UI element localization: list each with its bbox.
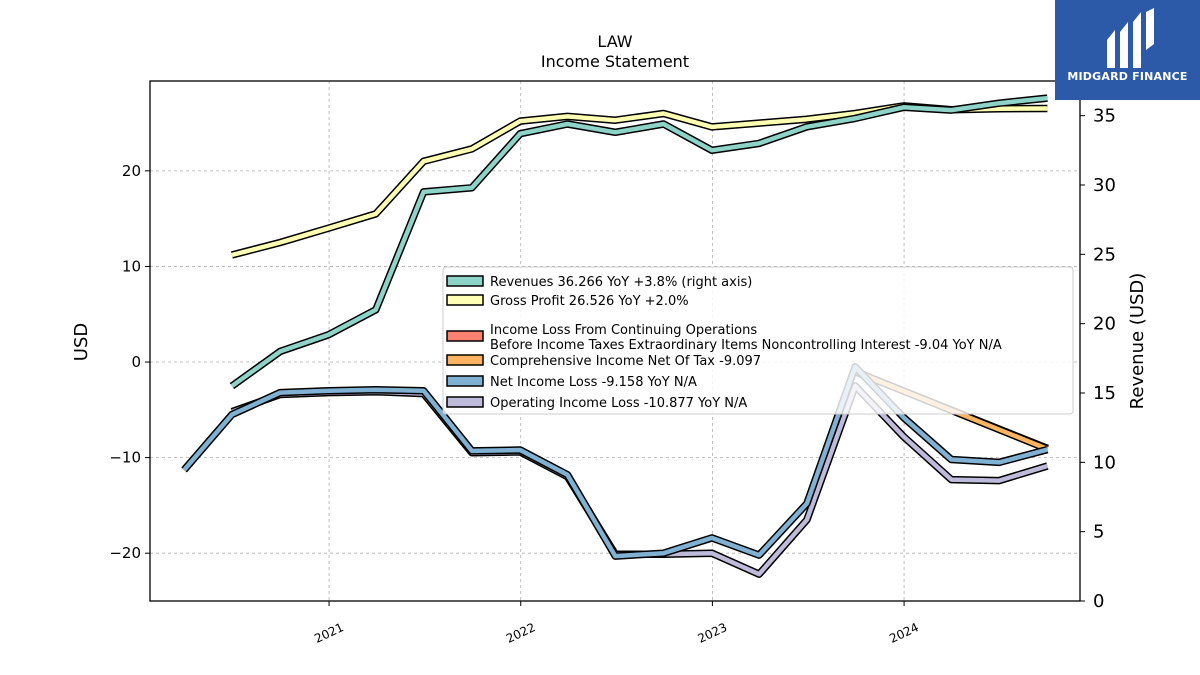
legend-label: Net Income Loss -9.158 YoY N/A	[490, 375, 697, 390]
legend: Revenues 36.266 YoY +3.8% (right axis) Gr…	[442, 266, 1074, 415]
left-tick-label: −10	[109, 449, 141, 467]
right-tick-label: 15	[1093, 383, 1116, 404]
right-tick-label: 10	[1093, 452, 1116, 473]
left-tick-label: 10	[122, 257, 141, 275]
legend-swatch	[446, 275, 484, 287]
right-tick-label: 0	[1093, 591, 1104, 612]
left-tick-label: 0	[131, 353, 141, 371]
right-tick-label: 5	[1093, 522, 1104, 543]
right-tick-label: 20	[1093, 314, 1116, 335]
left-tick-label: 20	[122, 162, 141, 180]
logo-text: MIDGARD FINANCE	[1067, 70, 1188, 83]
chart-title: LAW	[597, 32, 632, 51]
left-axis-label: USD	[71, 323, 92, 361]
legend-box	[442, 266, 1074, 415]
legend-swatch	[446, 375, 484, 387]
right-tick-label: 35	[1093, 106, 1116, 127]
series-0	[229, 94, 1048, 390]
x-tick-label: 2022	[504, 620, 538, 646]
right-tick-label: 30	[1093, 175, 1116, 196]
legend-label: Comprehensive Income Net Of Tax -9.097	[490, 354, 761, 369]
left-axis-ticks: −20 −10 0 10 20	[109, 162, 150, 562]
legend-swatch	[446, 354, 484, 366]
x-tick-label: 2023	[696, 620, 730, 646]
x-tick-label: 2021	[312, 620, 346, 646]
series-layer	[181, 94, 1049, 578]
logo-mark-icon	[1107, 8, 1154, 68]
plot-area-frame	[149, 80, 1081, 602]
legend-label: Gross Profit 26.526 YoY +2.0%	[490, 294, 689, 309]
legend-label: Revenues 36.266 YoY +3.8% (right axis)	[490, 275, 752, 290]
midgard-finance-logo: MIDGARD FINANCE	[1055, 0, 1200, 100]
x-tick-label: 2024	[887, 620, 921, 646]
series-4	[181, 363, 1049, 560]
right-axis-ticks: 0 5 10 15 20 25 30 35	[1080, 106, 1116, 612]
left-tick-label: −20	[109, 544, 141, 562]
legend-swatch	[446, 330, 484, 342]
right-axis-label: Revenue (USD)	[1127, 273, 1148, 410]
legend-label: Income Loss From Continuing Operations	[490, 323, 757, 338]
legend-label: Operating Income Loss -10.877 YoY N/A	[490, 396, 747, 411]
legend-label: Before Income Taxes Extraordinary Items …	[490, 338, 1002, 353]
legend-swatch	[446, 294, 484, 306]
series-line	[182, 364, 1048, 559]
right-tick-label: 25	[1093, 244, 1116, 265]
x-axis-ticks: 2021 2022 2023 2024	[312, 601, 921, 646]
legend-swatch	[446, 396, 484, 408]
chart-subtitle: Income Statement	[541, 52, 689, 71]
series-line	[230, 95, 1048, 388]
